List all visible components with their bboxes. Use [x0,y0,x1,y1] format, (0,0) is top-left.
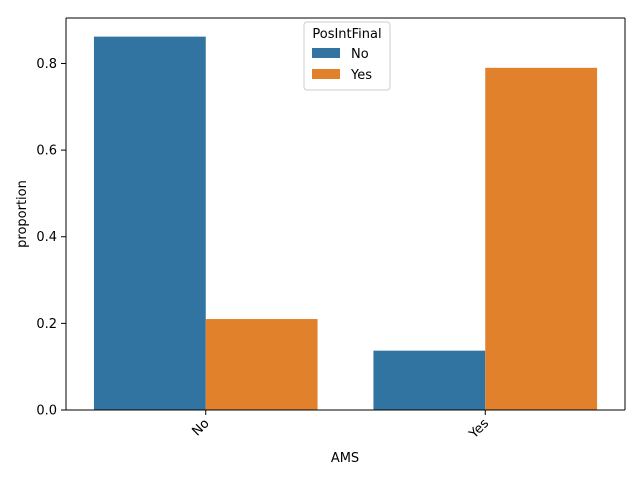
x-ticks: No Yes [189,410,492,442]
legend-swatch-no [312,48,340,58]
y-tick-label: 0.0 [36,404,57,419]
x-axis-title: AMS [331,451,359,466]
bar-no-yes [205,319,318,410]
legend-label-yes: Yes [350,68,372,83]
legend-swatch-yes [312,69,340,79]
y-ticks: 0.0 0.2 0.4 0.6 0.8 [36,57,66,419]
y-tick-label: 0.2 [36,317,57,332]
bar-yes-yes [485,67,598,410]
y-tick-label: 0.6 [36,144,57,159]
bar-no-no [93,36,206,410]
legend: PosIntFinal No Yes [303,21,391,91]
y-tick-label: 0.8 [36,57,57,72]
y-tick-label: 0.4 [36,230,57,245]
legend-title: PosIntFinal [312,27,381,42]
x-tick-label-yes: Yes [466,416,492,442]
bars-layer [93,36,598,410]
y-axis-title: proportion [15,180,30,248]
bar-yes-no [373,350,486,410]
x-tick-label-no: No [189,416,212,439]
legend-label-no: No [351,47,369,62]
